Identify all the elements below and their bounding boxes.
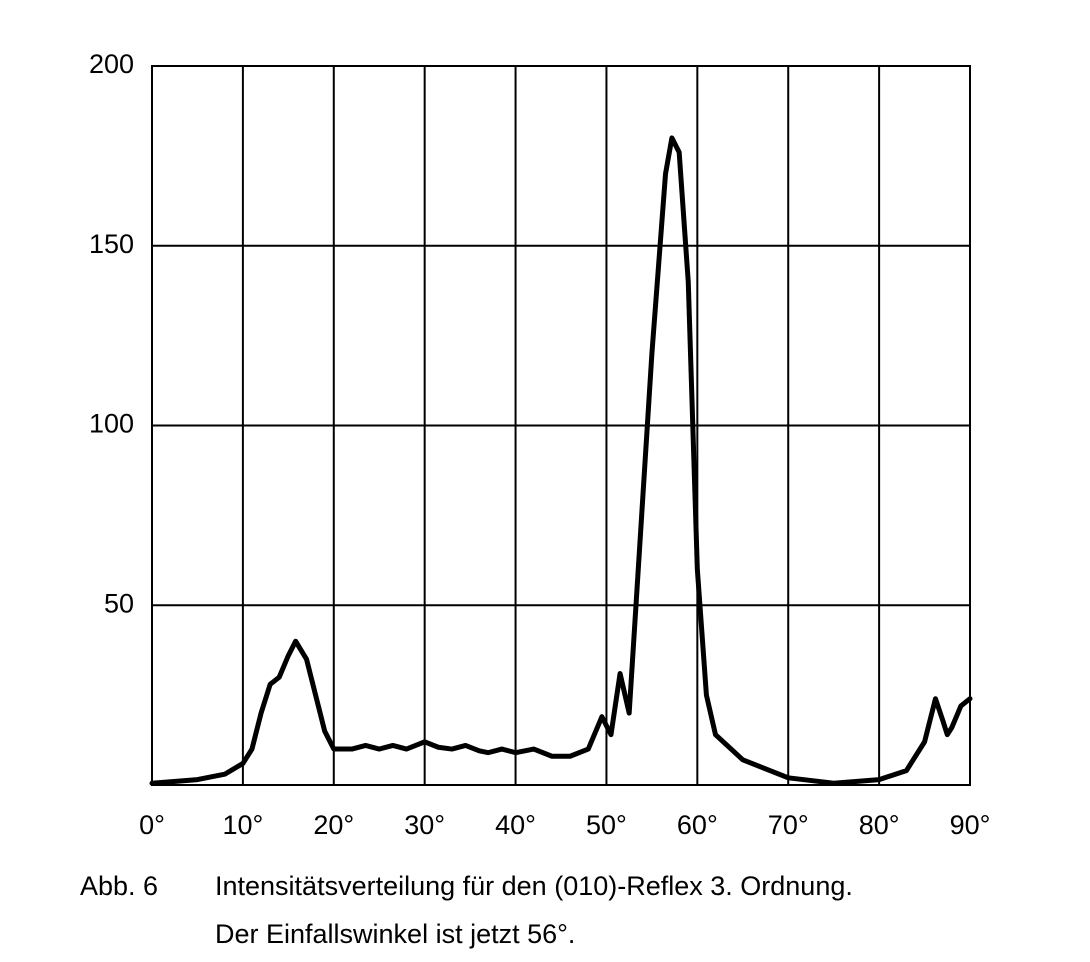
caption-line: Intensitätsverteilung für den (010)-Refl… bbox=[215, 871, 853, 901]
x-tick-label: 80° bbox=[859, 810, 900, 840]
x-tick-label: 60° bbox=[677, 810, 718, 840]
caption-number: Abb. 6 bbox=[80, 871, 158, 901]
x-tick-label: 20° bbox=[313, 810, 354, 840]
x-tick-label: 0° bbox=[139, 810, 165, 840]
x-tick-label: 40° bbox=[495, 810, 536, 840]
x-tick-label: 10° bbox=[222, 810, 263, 840]
y-tick-label: 200 bbox=[89, 49, 134, 79]
x-tick-label: 90° bbox=[950, 810, 991, 840]
y-tick-label: 50 bbox=[104, 588, 134, 618]
x-tick-label: 70° bbox=[768, 810, 809, 840]
y-tick-label: 150 bbox=[89, 229, 134, 259]
y-tick-label: 100 bbox=[89, 409, 134, 439]
x-tick-label: 50° bbox=[586, 810, 627, 840]
data-line bbox=[149, 135, 973, 786]
x-tick-label: 30° bbox=[404, 810, 445, 840]
caption-line: Der Einfallswinkel ist jetzt 56°. bbox=[215, 919, 575, 949]
